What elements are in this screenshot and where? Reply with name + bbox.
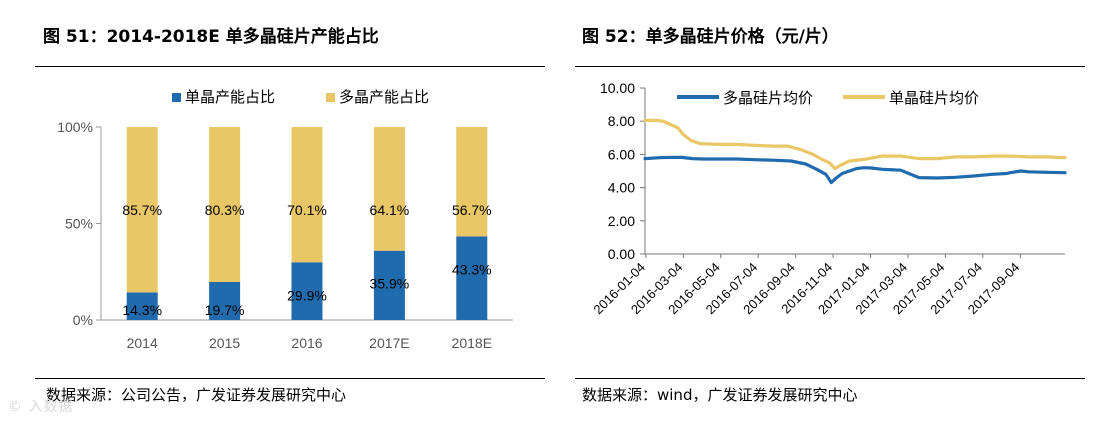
legend-label-1: 单晶硅片均价 (889, 90, 979, 107)
y-tick-label: 100% (57, 119, 93, 135)
x-tick-label: 2017E (369, 335, 409, 351)
left-source-rule (35, 378, 545, 379)
data-label-single: 35.9% (370, 276, 410, 292)
y-tick-label: 2.00 (608, 213, 635, 229)
y-tick-label: 8.00 (608, 113, 635, 129)
bar-single-crystal (209, 281, 241, 320)
legend-label-1: 多晶产能占比 (339, 89, 429, 106)
left-figure-title: 图 51：2014-2018E 单多晶硅片产能占比 (43, 27, 379, 47)
legend-swatch-1 (326, 93, 335, 102)
bar-single-crystal (456, 236, 488, 320)
y-tick-label: 4.00 (608, 180, 635, 196)
data-label-single: 29.9% (287, 287, 327, 303)
y-tick-label: 10.00 (600, 80, 635, 96)
legend-label-0: 单晶产能占比 (185, 89, 275, 106)
series-line-0 (643, 155, 1067, 185)
price-line-chart: 0.002.004.006.008.0010.002016-01-042016-… (590, 80, 1067, 317)
bar-single-crystal (291, 262, 323, 320)
y-tick-label: 50% (65, 216, 93, 232)
data-label-multi: 80.3% (205, 202, 245, 218)
y-tick-label: 6.00 (608, 146, 635, 162)
left-source-note: 数据来源：公司公告，广发证券发展研究中心 (46, 386, 347, 404)
right-title-rule (575, 66, 1085, 67)
watermark-logo: © 入数据 (8, 399, 74, 415)
legend-label-0: 多晶硅片均价 (723, 90, 813, 107)
data-label-single: 19.7% (205, 302, 245, 318)
stacked-bar-chart: 单晶产能占比 多晶产能占比 0% 50% 100% 14.3% 85.7% 2014 19.7%… (57, 89, 513, 351)
bar-multi-crystal (456, 127, 488, 237)
bar-single-crystal (126, 292, 158, 320)
y-tick-label: 0% (73, 312, 93, 328)
legend-swatch-0 (172, 93, 181, 102)
right-source-rule (575, 378, 1085, 379)
series-line-1 (643, 118, 1067, 171)
x-tick-label: 2014 (127, 335, 158, 351)
data-label-multi: 56.7% (452, 202, 492, 218)
left-title-rule (35, 66, 545, 67)
bar-multi-crystal (373, 127, 405, 251)
bar-multi-crystal (126, 127, 158, 293)
y-tick-label: 0.00 (608, 246, 635, 262)
data-label-multi: 85.7% (122, 202, 162, 218)
bar-single-crystal (373, 250, 405, 320)
data-label-multi: 64.1% (370, 202, 410, 218)
bar-multi-crystal (291, 127, 323, 263)
data-label-single: 14.3% (122, 302, 162, 318)
bar-multi-crystal (209, 127, 241, 282)
right-figure-title: 图 52：单多晶硅片价格（元/片） (582, 27, 839, 47)
data-label-multi: 70.1% (287, 202, 327, 218)
data-label-single: 43.3% (452, 261, 492, 277)
x-tick-label: 2016 (291, 335, 322, 351)
x-tick-label: 2018E (452, 335, 492, 351)
right-source-note: 数据来源：wind，广发证券发展研究中心 (582, 386, 858, 404)
x-tick-label: 2015 (209, 335, 240, 351)
